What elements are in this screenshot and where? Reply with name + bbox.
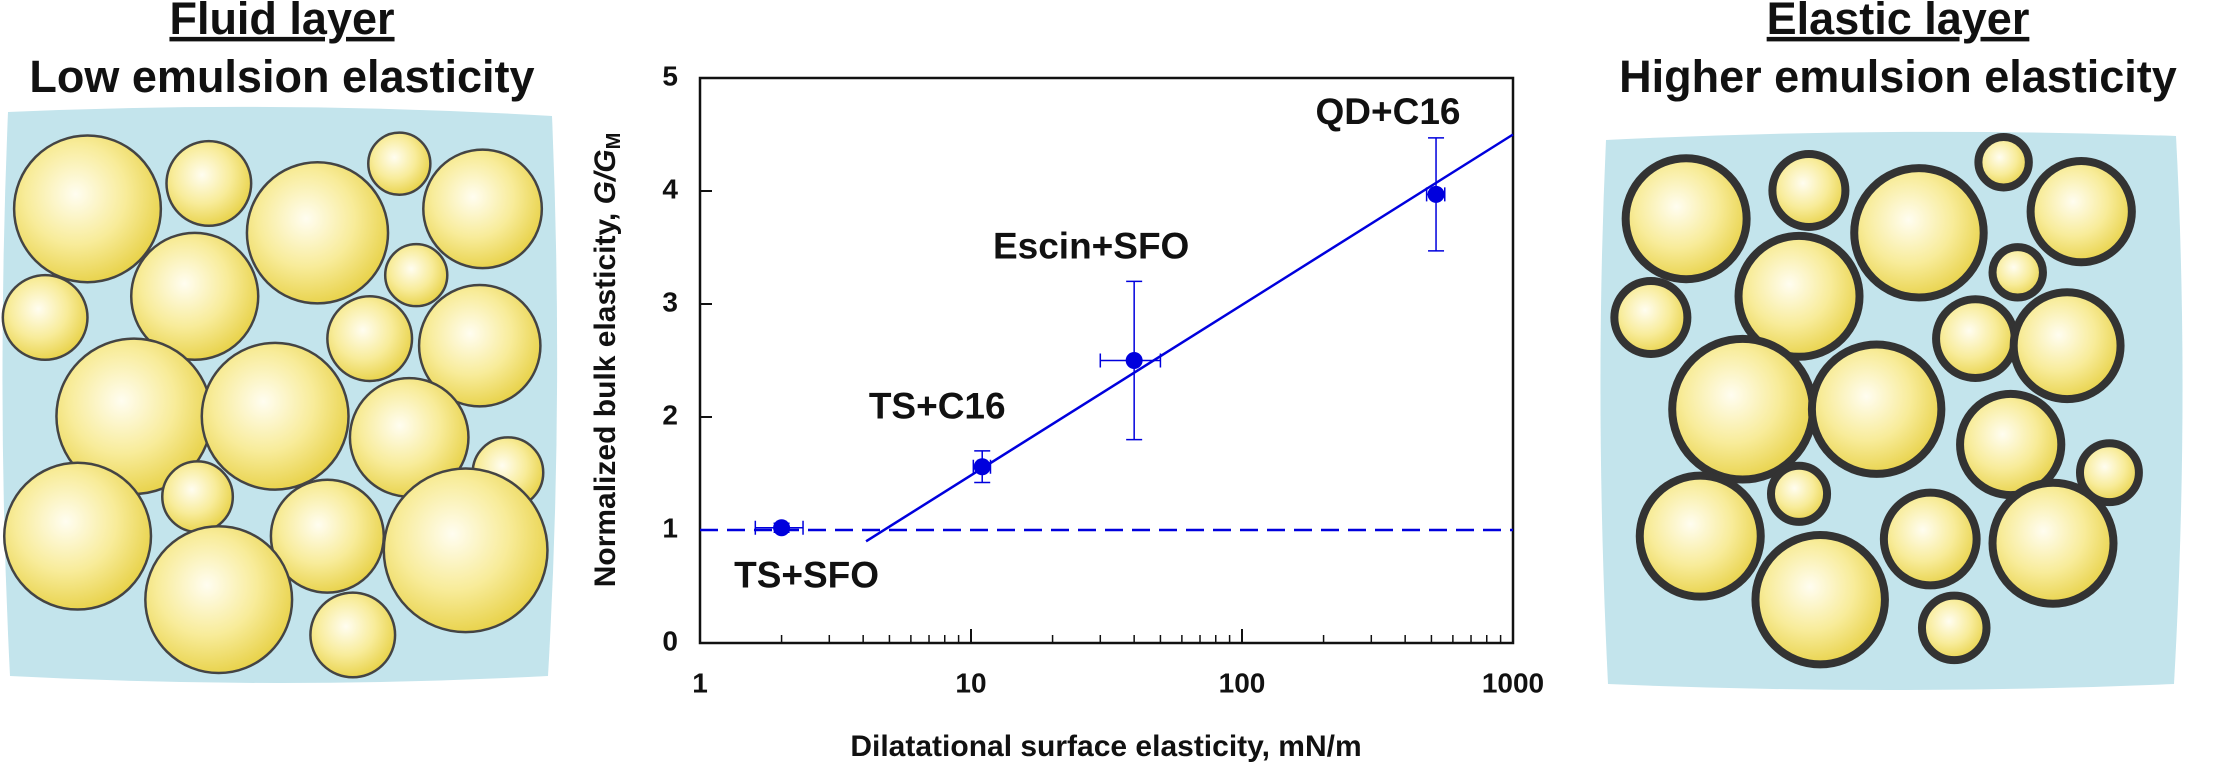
droplet: [1751, 530, 1889, 669]
y-tick-label: 0: [662, 625, 678, 656]
droplet: [12, 134, 163, 284]
droplet: [383, 242, 449, 308]
elastic-layer-panel: Elastic layer Higher emulsion elasticity: [1600, 0, 2183, 691]
droplet: [1668, 334, 1817, 484]
plot-frame: [698, 76, 1515, 645]
x-tick-label: 10: [955, 667, 986, 698]
data-point: [1427, 185, 1445, 203]
x-tick-label: 1: [692, 667, 708, 698]
droplet: [1974, 133, 2033, 192]
y-tick-label: 4: [662, 173, 678, 204]
droplet: [161, 460, 235, 534]
droplet: [2026, 157, 2136, 267]
droplet: [2009, 288, 2125, 404]
y-label-symbol: G/G: [589, 149, 622, 204]
x-tick-label: 100: [1219, 667, 1266, 698]
droplet: [1917, 591, 1991, 665]
droplet: [1988, 478, 2118, 608]
panel-title: Elastic layer: [1767, 0, 2030, 44]
point-label: QD+C16: [1316, 91, 1461, 132]
droplet: [1988, 243, 2047, 302]
droplet: [1766, 461, 1832, 526]
droplet: [1, 273, 89, 362]
droplet: [245, 161, 390, 305]
droplet: [1635, 471, 1765, 601]
data-point: [1125, 352, 1143, 369]
droplet: [144, 525, 294, 675]
fluid-layer-panel: Fluid layer Low emulsion elasticity: [1, 0, 558, 684]
droplet: [1850, 164, 1988, 302]
droplet: [129, 231, 260, 362]
droplet: [1932, 295, 2019, 382]
droplet: [165, 139, 253, 228]
droplet: [309, 591, 397, 679]
point-label: Escin+SFO: [993, 225, 1189, 266]
point-label: TS+SFO: [734, 555, 879, 596]
droplet: [200, 341, 350, 491]
data-point: [773, 519, 791, 537]
y-tick-label: 2: [662, 399, 678, 430]
droplet: [2, 461, 153, 611]
droplet: [382, 467, 549, 634]
panel-subtitle: Higher emulsion elasticity: [1619, 51, 2177, 102]
droplet: [1621, 154, 1751, 284]
droplet: [2075, 439, 2143, 507]
panel-title: Fluid layer: [169, 0, 394, 44]
y-tick-label: 5: [662, 60, 678, 91]
chart: Dilatational surface elasticity, mN/m No…: [589, 60, 1544, 763]
droplet: [1734, 231, 1864, 361]
panel-subtitle: Low emulsion elasticity: [29, 51, 534, 102]
y-axis-label: Normalized bulk elasticity, G/GM: [589, 133, 625, 588]
point-label: TS+C16: [869, 386, 1006, 427]
fit-line: [865, 133, 1514, 543]
droplet: [1879, 488, 1981, 590]
droplet: [1610, 276, 1692, 358]
x-tick-label: 1000: [1482, 667, 1544, 698]
x-axis-label: Dilatational surface elasticity, mN/m: [850, 730, 1361, 763]
droplet: [1807, 340, 1946, 478]
y-label-text: Normalized bulk elasticity,: [589, 204, 622, 587]
droplet: [417, 283, 542, 408]
y-label-subscript: M: [603, 133, 625, 150]
droplet: [422, 148, 544, 270]
y-tick-label: 1: [662, 512, 678, 543]
data-point: [973, 458, 991, 476]
droplet: [367, 131, 432, 196]
droplet: [1768, 149, 1850, 231]
droplet: [326, 295, 414, 383]
y-tick-label: 3: [662, 286, 678, 317]
